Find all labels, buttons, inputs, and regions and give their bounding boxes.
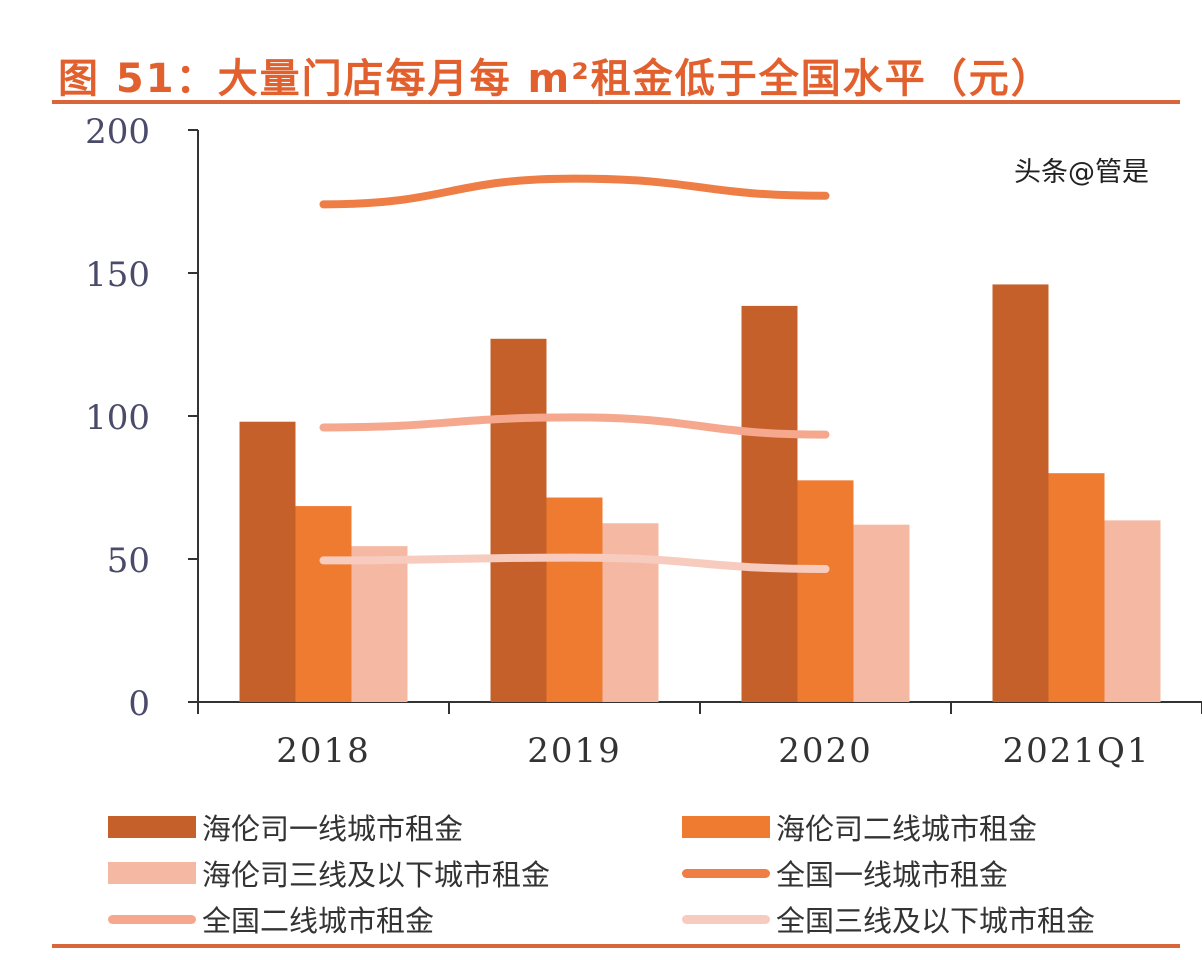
line-series-2 <box>319 413 830 439</box>
legend-item: 全国二线城市租金 <box>108 898 434 940</box>
y-tick-label: 100 <box>85 398 150 438</box>
y-tick-label: 150 <box>85 255 150 295</box>
x-tick-label: 2019 <box>527 731 622 771</box>
legend-item: 海伦司二线城市租金 <box>682 806 1037 848</box>
y-tick-label: 0 <box>128 684 150 724</box>
bar-2020-1 <box>741 305 798 702</box>
line-series-3 <box>319 553 830 574</box>
legend-item: 海伦司三线及以下城市租金 <box>108 852 550 894</box>
legend-item: 全国三线及以下城市租金 <box>682 898 1095 940</box>
legend-label: 全国一线城市租金 <box>776 858 1009 892</box>
legend-item: 海伦司一线城市租金 <box>108 806 463 848</box>
watermark: 头条@管是 <box>1014 157 1149 188</box>
bar-2019-1 <box>490 338 547 702</box>
chart-area: 0 50 100 150 200 2018 2019 2020 2021Q1 <box>85 112 1202 771</box>
legend-swatch <box>108 862 196 884</box>
legend-swatch <box>108 914 196 924</box>
bar-2020-2 <box>797 480 854 702</box>
y-tick-label: 200 <box>85 112 150 152</box>
line-series-1 <box>319 174 830 209</box>
legend-swatch <box>682 816 770 838</box>
bar-2018-3 <box>351 546 408 702</box>
bar-2021Q1-3 <box>1104 520 1161 702</box>
bar-2018-2 <box>295 506 352 702</box>
bar-2020-3 <box>853 524 910 702</box>
legend-label: 海伦司一线城市租金 <box>202 812 464 846</box>
bar-2019-2 <box>546 497 603 702</box>
bar-2019-3 <box>602 523 659 702</box>
x-tick-label: 2018 <box>276 731 371 771</box>
legend-swatch <box>108 816 196 838</box>
legend-label: 海伦司二线城市租金 <box>776 812 1038 846</box>
bar-2018-1 <box>239 421 296 702</box>
bar-2021Q1-2 <box>1048 473 1105 702</box>
x-tick-label: 2020 <box>778 731 873 771</box>
y-tick-label: 50 <box>107 541 150 581</box>
legend-swatch <box>682 914 770 924</box>
legend-label: 全国二线城市租金 <box>202 904 435 938</box>
x-tick-label: 2021Q1 <box>1002 731 1150 771</box>
bar-2021Q1-1 <box>992 284 1049 702</box>
legend-swatch <box>682 868 770 878</box>
legend-label: 全国三线及以下城市租金 <box>776 904 1096 938</box>
legend-label: 海伦司三线及以下城市租金 <box>202 858 551 892</box>
chart-title: 图 51：大量门店每月每 m²租金低于全国水平（元） <box>58 56 1053 102</box>
bottom-rule <box>52 944 1180 948</box>
title-rule <box>52 100 1180 104</box>
legend-item: 全国一线城市租金 <box>682 852 1008 894</box>
